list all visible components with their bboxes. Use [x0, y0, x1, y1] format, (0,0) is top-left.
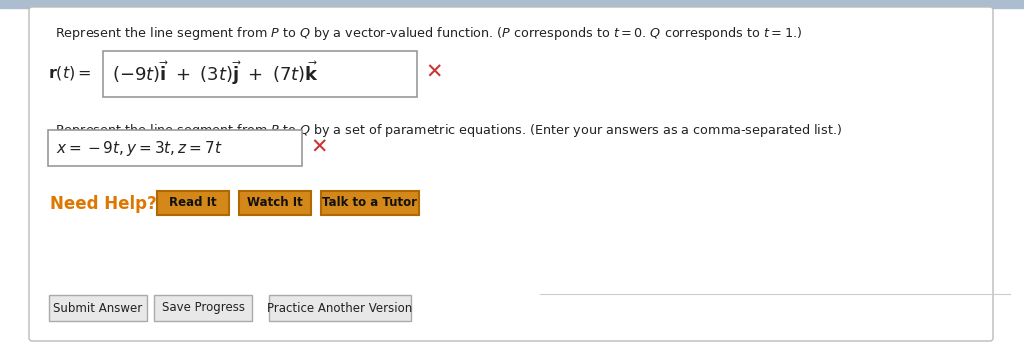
Text: Save Progress: Save Progress — [162, 301, 245, 315]
Text: Represent the line segment from $\mathit{P}$ to $\mathit{Q}$ by a set of paramet: Represent the line segment from $\mathit… — [55, 122, 842, 139]
Text: Represent the line segment from $\mathit{P}$ to $\mathit{Q}$ by a vector-valued : Represent the line segment from $\mathit… — [55, 25, 802, 42]
Text: $\mathbf{r}(t) =$: $\mathbf{r}(t) =$ — [48, 64, 91, 82]
FancyBboxPatch shape — [239, 191, 311, 215]
Text: ✕: ✕ — [425, 63, 442, 83]
FancyBboxPatch shape — [48, 130, 302, 166]
Text: Watch It: Watch It — [247, 196, 303, 210]
FancyBboxPatch shape — [49, 295, 147, 321]
FancyBboxPatch shape — [103, 51, 417, 97]
Text: $P(0,\ 0,\ 0),\ Q($: $P(0,\ 0,\ 0),\ Q($ — [195, 52, 293, 69]
Text: Talk to a Tutor: Talk to a Tutor — [323, 196, 418, 210]
FancyBboxPatch shape — [29, 7, 993, 341]
Text: ✕: ✕ — [310, 138, 328, 158]
FancyBboxPatch shape — [321, 191, 419, 215]
FancyBboxPatch shape — [269, 295, 411, 321]
Text: Practice Another Version: Practice Another Version — [267, 301, 413, 315]
Text: Need Help?: Need Help? — [50, 195, 157, 213]
FancyBboxPatch shape — [157, 191, 229, 215]
Bar — [0, 0, 1024, 8]
Text: Submit Answer: Submit Answer — [53, 301, 142, 315]
Text: $)$: $)$ — [335, 52, 341, 68]
Text: Read It: Read It — [169, 196, 217, 210]
Text: $(-9t)\vec{\mathbf{i}}\ +\ (3t)\vec{\mathbf{j}}\ +\ (7t)\vec{\mathbf{k}}$: $(-9t)\vec{\mathbf{i}}\ +\ (3t)\vec{\mat… — [112, 59, 318, 87]
FancyBboxPatch shape — [154, 295, 252, 321]
Text: $9,\ 3,\ 7$: $9,\ 3,\ 7$ — [295, 52, 345, 68]
Text: $x = -9t, y = 3t, z = 7t$: $x = -9t, y = 3t, z = 7t$ — [56, 139, 222, 158]
